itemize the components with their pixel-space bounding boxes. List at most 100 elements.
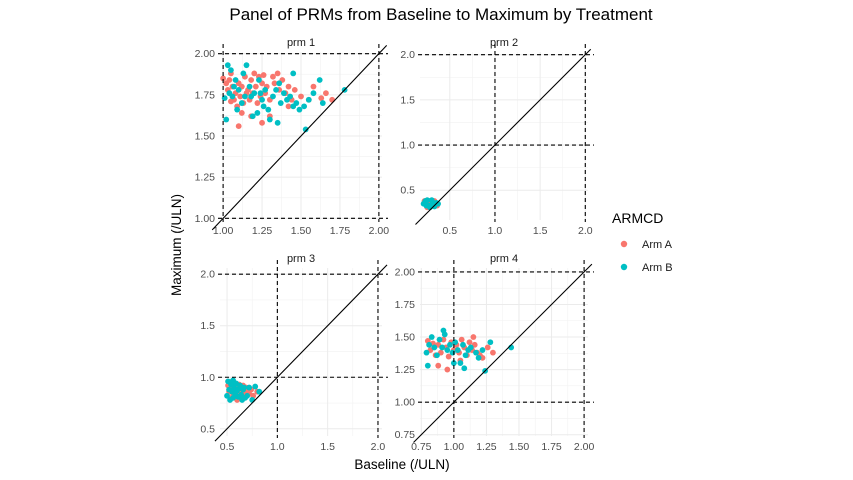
panel-plot-area <box>420 197 441 211</box>
data-point <box>423 349 430 356</box>
x-tick-label: 1.75 <box>330 225 351 237</box>
panels-group: prm 1 1.00 1.25 1.50 1.75 2.00 1.00 1.25 1.50 1.7… <box>195 37 595 453</box>
x-tick-label: 1.50 <box>291 225 312 237</box>
data-point <box>228 67 234 74</box>
legend-label-arm-a: Arm A <box>642 239 673 251</box>
x-tick-label: 1.25 <box>252 225 273 237</box>
x-tick-label: 1.50 <box>509 441 530 453</box>
data-point <box>252 383 259 390</box>
data-point <box>316 77 323 83</box>
data-point <box>454 347 461 353</box>
y-axis-title: Maximum (/ULN) <box>169 194 184 296</box>
y-tick-label: 1.0 <box>400 140 415 152</box>
data-point <box>243 62 250 69</box>
data-point <box>238 391 245 398</box>
data-point <box>260 103 267 110</box>
data-point <box>256 77 262 83</box>
data-point <box>259 96 265 103</box>
legend-key-arm-b <box>620 263 628 271</box>
data-point <box>310 83 317 90</box>
data-point <box>439 344 446 351</box>
data-point <box>444 347 451 353</box>
data-point <box>487 339 494 346</box>
x-tick-label: 1.5 <box>533 225 548 237</box>
data-point <box>274 119 281 126</box>
x-tick-label: 1.25 <box>476 441 497 453</box>
data-point <box>310 90 317 97</box>
data-point <box>479 347 486 353</box>
data-point <box>440 327 447 334</box>
y-tick-label: 1.50 <box>195 131 216 143</box>
data-point <box>329 96 336 103</box>
x-tick-label: 2.0 <box>578 225 593 237</box>
identity-line <box>415 48 592 225</box>
y-tick-label: 2.00 <box>395 266 416 278</box>
data-point <box>277 100 284 106</box>
data-point <box>274 70 281 77</box>
y-tick-label: 1.5 <box>200 320 215 332</box>
data-point <box>238 110 245 116</box>
data-point <box>244 392 251 399</box>
data-point <box>220 75 227 82</box>
x-tick-label: 0.5 <box>443 225 458 237</box>
data-point <box>301 103 308 110</box>
legend-title: ARMCD <box>612 210 663 226</box>
x-tick-label: 1.0 <box>488 225 503 237</box>
data-point <box>248 77 255 83</box>
data-point <box>240 70 247 77</box>
y-tick-label: 1.75 <box>195 89 216 101</box>
data-point <box>259 119 265 126</box>
y-tick-label: 0.5 <box>200 423 215 435</box>
data-point <box>424 362 431 369</box>
data-point <box>251 90 258 97</box>
data-point <box>242 93 248 100</box>
panel-2: prm 2 0.5 1.0 1.5 2.0 0.5 1.0 1.5 2.0 <box>400 37 594 237</box>
data-point <box>223 116 230 123</box>
legend-key-arm-a <box>620 240 628 248</box>
data-point <box>450 360 457 366</box>
data-point <box>238 100 245 106</box>
y-tick-label: 1.50 <box>395 332 416 344</box>
data-point <box>287 93 293 100</box>
data-point <box>285 83 292 90</box>
y-tick-label: 1.25 <box>195 172 216 184</box>
x-axis-title: Baseline (/ULN) <box>354 457 449 472</box>
data-point <box>234 106 241 113</box>
data-point <box>273 86 279 93</box>
y-tick-label: 0.75 <box>395 429 416 441</box>
data-point <box>431 344 438 351</box>
data-point <box>276 80 283 87</box>
data-point <box>452 339 459 346</box>
data-point <box>424 197 431 204</box>
y-tick-label: 1.25 <box>395 364 416 376</box>
data-point <box>473 349 479 356</box>
panel-plot-area <box>224 377 263 403</box>
data-point <box>254 100 261 106</box>
data-point <box>458 336 465 343</box>
x-tick-label: 1.00 <box>213 225 234 237</box>
panel-plot-area <box>220 62 348 133</box>
panel-4: prm 4 0.75 1.00 1.25 1.50 1.75 2.00 0.75 1.00 1.2… <box>395 253 595 453</box>
data-point <box>246 83 253 90</box>
data-point <box>232 77 239 83</box>
data-point <box>467 344 474 351</box>
panel-strip-label: prm 3 <box>287 253 315 265</box>
data-point <box>240 386 247 393</box>
x-tick-label: 0.5 <box>220 441 235 453</box>
data-point <box>449 349 456 356</box>
data-point <box>457 360 464 366</box>
data-point <box>257 90 264 97</box>
data-point <box>293 100 300 106</box>
data-point <box>224 62 231 69</box>
data-point <box>229 93 236 100</box>
data-point <box>285 103 292 110</box>
y-tick-label: 1.5 <box>400 94 415 106</box>
data-point <box>444 366 451 373</box>
data-point <box>428 334 435 340</box>
data-point <box>305 96 312 103</box>
data-point <box>435 200 441 207</box>
identity-line <box>413 263 593 443</box>
y-tick-label: 2.0 <box>200 269 215 281</box>
data-point <box>445 353 452 360</box>
